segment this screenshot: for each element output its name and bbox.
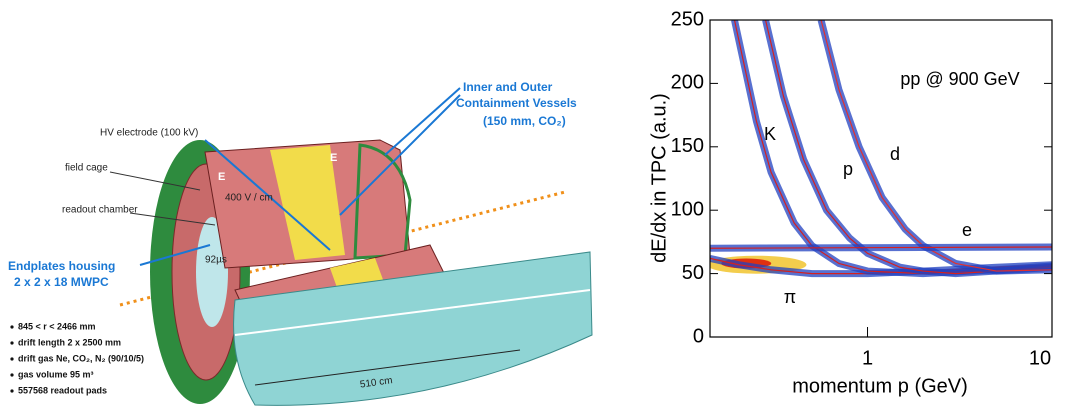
plot — [710, 20, 1052, 278]
y-tick-label: 0 — [693, 325, 704, 347]
outer-vessel-frame — [353, 143, 412, 260]
label: HV electrode (100 kV) — [100, 128, 198, 139]
bullet-text: gas volume 95 m³ — [18, 369, 94, 379]
rod — [234, 289, 591, 336]
tpc-diagram: HV electrode (100 kV) field cage readout… — [8, 80, 593, 406]
bullet-dot — [10, 341, 14, 345]
inner-bore — [196, 217, 228, 327]
bullet-text: 845 < r < 2466 mm — [18, 321, 96, 331]
bullet-text: drift length 2 x 2500 mm — [18, 337, 121, 347]
label: 92µs — [205, 255, 227, 266]
y-tick-label: 200 — [671, 72, 704, 94]
containment-vessel — [233, 251, 593, 406]
y-axis-label: dE/dx in TPC (a.u.) — [648, 93, 670, 263]
label: E — [330, 152, 337, 164]
y-tick-label: 50 — [682, 262, 704, 284]
label: 510 cm — [359, 375, 393, 390]
label: readout chamber — [62, 205, 138, 216]
x-axis-label: momentum p (GeV) — [792, 375, 968, 397]
series-label: π — [784, 287, 796, 307]
series-label: d — [890, 144, 900, 164]
x-tick-label: 1 — [862, 347, 873, 369]
density-band — [817, 20, 1052, 275]
series-label: K — [764, 124, 776, 144]
y-tick-label: 100 — [671, 198, 704, 220]
series-line — [820, 20, 1052, 272]
label: Inner and Outer — [463, 80, 553, 94]
bullet-dot — [10, 389, 14, 393]
bullet-text: 557568 readout pads — [18, 385, 107, 395]
y-tick-label: 250 — [671, 8, 704, 30]
bullet-list: 845 < r < 2466 mm drift length 2 x 2500 m… — [10, 321, 144, 395]
hv-electrode — [270, 145, 345, 260]
label: Endplates housing — [8, 259, 115, 273]
y-tick-label: 150 — [671, 135, 704, 157]
bullet-dot — [10, 325, 14, 329]
label: E — [218, 171, 225, 183]
x-tick-label: 10 — [1029, 347, 1051, 369]
series-label: p — [843, 159, 853, 179]
bullet-dot — [10, 357, 14, 361]
series-line — [710, 246, 1052, 249]
bullet-text: drift gas Ne, CO₂, N₂ (90/10/5) — [18, 353, 144, 363]
annotation: pp @ 900 GeV — [900, 69, 1019, 89]
label: Containment Vessels — [456, 96, 577, 110]
label: 2 x 2 x 18 MWPC — [14, 275, 109, 289]
plot-frame — [709, 19, 1053, 338]
bullet-dot — [10, 373, 14, 377]
length-arrow — [254, 349, 521, 386]
series-label: e — [962, 220, 972, 240]
label: 400 V / cm — [225, 193, 273, 204]
label: (150 mm, CO₂) — [483, 114, 566, 128]
chart: dE/dx in TPC (a.u.) momentum p (GeV) pp … — [648, 8, 1053, 397]
label: field cage — [65, 163, 108, 174]
leader-lines — [109, 171, 216, 226]
series-line — [764, 20, 1052, 275]
pointer-lines — [139, 87, 461, 266]
